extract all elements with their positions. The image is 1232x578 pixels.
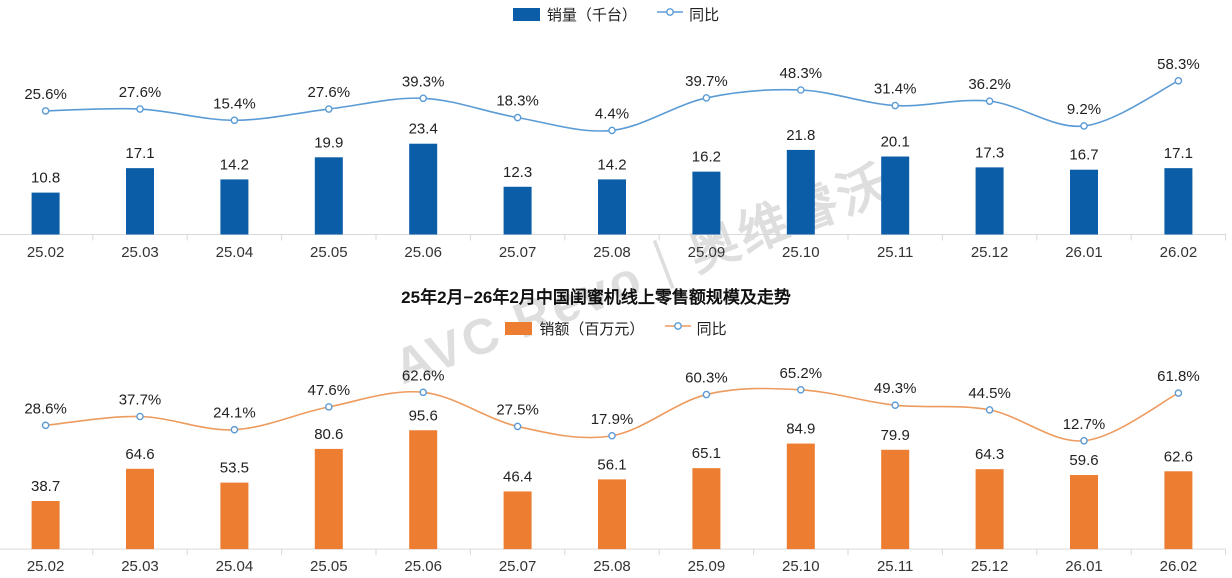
svg-text:31.4%: 31.4% <box>874 81 917 98</box>
svg-text:79.9: 79.9 <box>881 427 910 444</box>
svg-text:64.6: 64.6 <box>125 446 154 463</box>
svg-text:56.1: 56.1 <box>597 456 626 473</box>
svg-text:26.01: 26.01 <box>1065 558 1103 575</box>
svg-text:95.6: 95.6 <box>409 407 438 424</box>
svg-text:20.1: 20.1 <box>881 134 910 151</box>
svg-text:9.2%: 9.2% <box>1067 101 1101 118</box>
svg-text:61.8%: 61.8% <box>1157 368 1200 385</box>
svg-text:27.6%: 27.6% <box>119 84 162 101</box>
svg-text:25.08: 25.08 <box>593 244 631 261</box>
svg-text:24.1%: 24.1% <box>213 405 256 422</box>
svg-text:65.2%: 65.2% <box>780 365 823 382</box>
svg-text:62.6%: 62.6% <box>402 367 445 384</box>
svg-text:25.12: 25.12 <box>971 558 1009 575</box>
svg-text:62.6: 62.6 <box>1164 448 1193 465</box>
svg-text:12.3: 12.3 <box>503 164 532 181</box>
svg-text:27.5%: 27.5% <box>496 401 539 418</box>
svg-text:37.7%: 37.7% <box>119 392 162 409</box>
svg-text:46.4: 46.4 <box>503 468 532 485</box>
svg-text:65.1: 65.1 <box>692 445 721 462</box>
svg-text:59.6: 59.6 <box>1069 452 1098 469</box>
svg-text:26.02: 26.02 <box>1160 244 1198 261</box>
svg-text:25.02: 25.02 <box>27 558 65 575</box>
svg-text:25.10: 25.10 <box>782 558 820 575</box>
svg-text:44.5%: 44.5% <box>968 385 1011 402</box>
svg-text:27.6%: 27.6% <box>308 84 351 101</box>
svg-text:60.3%: 60.3% <box>685 370 728 387</box>
svg-text:19.9: 19.9 <box>314 134 343 151</box>
svg-text:80.6: 80.6 <box>314 426 343 443</box>
svg-text:25.05: 25.05 <box>310 558 348 575</box>
svg-text:25.04: 25.04 <box>216 558 254 575</box>
svg-text:16.2: 16.2 <box>692 149 721 166</box>
svg-text:17.1: 17.1 <box>125 145 154 162</box>
svg-text:14.2: 14.2 <box>220 156 249 173</box>
svg-text:84.9: 84.9 <box>786 421 815 438</box>
svg-text:14.2: 14.2 <box>597 156 626 173</box>
svg-text:17.3: 17.3 <box>975 144 1004 161</box>
svg-text:25.6%: 25.6% <box>24 86 67 103</box>
svg-text:12.7%: 12.7% <box>1063 416 1106 433</box>
svg-text:25.07: 25.07 <box>499 558 537 575</box>
svg-text:39.7%: 39.7% <box>685 73 728 90</box>
svg-text:25.07: 25.07 <box>499 244 537 261</box>
svg-text:25.11: 25.11 <box>877 244 913 261</box>
svg-text:25.08: 25.08 <box>593 558 631 575</box>
svg-text:17.9%: 17.9% <box>591 411 634 428</box>
svg-text:21.8: 21.8 <box>786 127 815 144</box>
svg-text:10.8: 10.8 <box>31 170 60 187</box>
svg-text:25.11: 25.11 <box>877 558 913 575</box>
svg-text:25.09: 25.09 <box>688 244 726 261</box>
svg-text:25.06: 25.06 <box>404 558 442 575</box>
svg-text:25.04: 25.04 <box>216 244 254 261</box>
svg-text:15.4%: 15.4% <box>213 95 256 112</box>
svg-text:28.6%: 28.6% <box>24 400 67 417</box>
svg-text:48.3%: 48.3% <box>780 65 823 82</box>
svg-text:49.3%: 49.3% <box>874 380 917 397</box>
svg-text:26.02: 26.02 <box>1160 558 1198 575</box>
svg-text:25.03: 25.03 <box>121 244 159 261</box>
svg-text:25.12: 25.12 <box>971 244 1009 261</box>
svg-text:38.7: 38.7 <box>31 478 60 495</box>
svg-text:58.3%: 58.3% <box>1157 56 1200 73</box>
svg-text:25.05: 25.05 <box>310 244 348 261</box>
svg-text:26.01: 26.01 <box>1065 244 1103 261</box>
svg-text:25.02: 25.02 <box>27 244 65 261</box>
svg-text:25.03: 25.03 <box>121 558 159 575</box>
svg-text:4.4%: 4.4% <box>595 105 629 122</box>
svg-text:25.06: 25.06 <box>404 244 442 261</box>
svg-text:17.1: 17.1 <box>1164 145 1193 162</box>
svg-text:39.3%: 39.3% <box>402 73 445 90</box>
svg-text:25.09: 25.09 <box>688 558 726 575</box>
svg-text:64.3: 64.3 <box>975 446 1004 463</box>
svg-text:47.6%: 47.6% <box>308 382 351 399</box>
svg-text:23.4: 23.4 <box>409 121 438 138</box>
svg-text:18.3%: 18.3% <box>496 93 539 110</box>
svg-text:36.2%: 36.2% <box>968 76 1011 93</box>
svg-text:53.5: 53.5 <box>220 460 249 477</box>
svg-text:16.7: 16.7 <box>1069 147 1098 164</box>
svg-text:25.10: 25.10 <box>782 244 820 261</box>
